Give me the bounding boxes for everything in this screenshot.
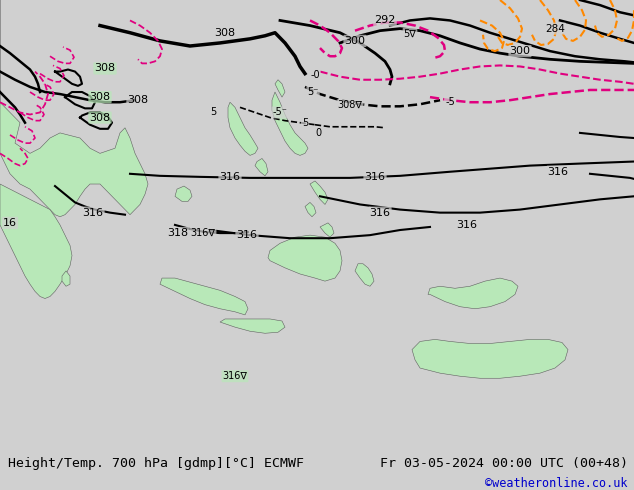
Text: 292: 292	[374, 16, 396, 25]
Text: 0: 0	[315, 128, 321, 138]
Text: 5: 5	[302, 118, 308, 128]
Text: 284: 284	[545, 24, 565, 34]
Text: -5⁻: -5⁻	[273, 107, 287, 118]
Text: 308: 308	[94, 64, 115, 74]
Text: 316: 316	[370, 208, 391, 218]
Text: 16: 16	[3, 218, 17, 228]
Polygon shape	[62, 271, 70, 286]
Polygon shape	[320, 223, 334, 237]
Text: 300: 300	[344, 36, 365, 46]
Text: 316: 316	[548, 167, 569, 177]
Text: 308: 308	[89, 92, 110, 102]
Text: 318: 318	[167, 228, 188, 238]
Polygon shape	[305, 202, 316, 217]
Text: 316∇: 316∇	[223, 371, 247, 381]
Text: 316: 316	[82, 208, 103, 218]
Text: Height/Temp. 700 hPa [gdmp][°C] ECMWF: Height/Temp. 700 hPa [gdmp][°C] ECMWF	[8, 457, 304, 470]
Text: ©weatheronline.co.uk: ©weatheronline.co.uk	[485, 477, 628, 490]
Text: -0: -0	[310, 70, 320, 80]
Polygon shape	[268, 235, 342, 281]
Polygon shape	[412, 340, 568, 378]
Polygon shape	[0, 184, 72, 298]
Text: 5⁻: 5⁻	[307, 87, 319, 97]
Text: 308∇: 308∇	[337, 100, 363, 110]
Polygon shape	[428, 278, 518, 309]
Text: 300: 300	[510, 46, 531, 56]
Polygon shape	[175, 186, 192, 201]
Text: 316∇: 316∇	[191, 228, 216, 238]
Polygon shape	[0, 0, 148, 217]
Text: 5: 5	[210, 107, 216, 118]
Text: Fr 03-05-2024 00:00 UTC (00+48): Fr 03-05-2024 00:00 UTC (00+48)	[380, 457, 628, 470]
Text: 316: 316	[456, 220, 477, 230]
Text: 308: 308	[214, 28, 236, 38]
Polygon shape	[355, 264, 374, 286]
Text: 316: 316	[365, 172, 385, 182]
Polygon shape	[220, 319, 285, 333]
Polygon shape	[255, 158, 268, 176]
Text: 5∇: 5∇	[404, 29, 417, 39]
Polygon shape	[310, 181, 328, 204]
Polygon shape	[228, 102, 258, 155]
Polygon shape	[272, 92, 308, 155]
Polygon shape	[275, 80, 285, 97]
Text: 316: 316	[236, 230, 257, 240]
Text: -5: -5	[445, 97, 455, 107]
Text: 308: 308	[127, 95, 148, 105]
Polygon shape	[160, 278, 248, 315]
Text: 316: 316	[219, 172, 240, 182]
Text: 308: 308	[89, 113, 110, 122]
